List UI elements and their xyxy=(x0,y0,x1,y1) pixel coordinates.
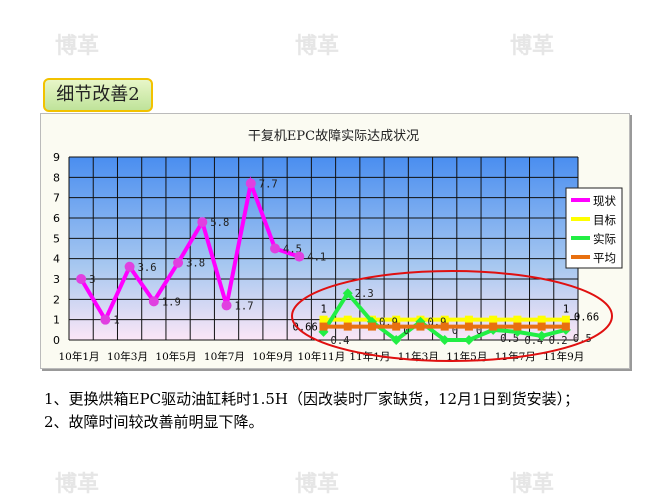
data-point xyxy=(464,315,473,324)
y-tick-label: 5 xyxy=(53,232,60,245)
y-tick-label: 7 xyxy=(53,192,60,205)
watermark-logo: 博革 xyxy=(510,34,555,59)
x-tick-label: 10年5月 xyxy=(155,350,196,363)
highlight-ellipse xyxy=(291,270,613,362)
legend-label: 平均 xyxy=(593,251,616,265)
data-label: 1 xyxy=(563,304,569,316)
data-point xyxy=(463,335,474,345)
data-point xyxy=(440,315,449,324)
x-tick-label: 10年11月 xyxy=(298,350,346,363)
note-line-1: 1、更换烘箱EPC驱动油缸耗时1.5H（因改装时厂家缺货，12月1日到货安装）； xyxy=(44,390,580,408)
chart-title: 干复机EPC故障实际达成状况 xyxy=(248,129,419,144)
y-tick-label: 1 xyxy=(53,314,60,327)
data-point xyxy=(536,330,547,341)
data-point xyxy=(124,261,135,272)
y-tick-label: 8 xyxy=(53,171,60,184)
data-label: 0.66 xyxy=(293,322,318,334)
data-point xyxy=(197,217,208,228)
data-point xyxy=(319,315,328,324)
data-label: 0.2 xyxy=(549,335,568,347)
data-label: 0.5 xyxy=(500,333,519,345)
watermark-logo: 博革 xyxy=(295,34,340,59)
data-label: 0 xyxy=(403,325,409,337)
data-point xyxy=(416,322,425,331)
data-point xyxy=(561,322,570,331)
data-point xyxy=(391,335,402,345)
y-tick-label: 2 xyxy=(53,293,60,306)
x-tick-label: 10年3月 xyxy=(107,350,148,363)
data-point xyxy=(100,314,111,325)
data-label: 1.9 xyxy=(162,296,181,308)
data-point xyxy=(464,322,473,331)
data-label: 7.7 xyxy=(259,178,278,190)
y-tick-label: 9 xyxy=(53,151,60,164)
y-tick-label: 0 xyxy=(53,334,60,347)
data-label: 5.8 xyxy=(210,217,229,229)
y-tick-label: 3 xyxy=(53,273,60,286)
data-point xyxy=(245,178,256,189)
x-tick-label: 10年7月 xyxy=(204,350,245,363)
watermark-logo: 博革 xyxy=(55,34,100,59)
x-tick-label: 10年9月 xyxy=(252,350,293,363)
y-tick-label: 4 xyxy=(53,253,60,266)
data-point xyxy=(367,322,376,331)
data-point xyxy=(76,274,87,284)
data-point xyxy=(392,315,401,324)
data-label: 0 xyxy=(476,325,482,337)
data-label: 0.5 xyxy=(573,333,592,345)
data-point xyxy=(270,243,281,254)
data-label: 0.66 xyxy=(574,312,599,324)
data-point xyxy=(537,322,546,331)
data-label: 2.3 xyxy=(355,288,374,300)
description: 1、更换烘箱EPC驱动油缸耗时1.5H（因改装时厂家缺货，12月1日到货安装）；… xyxy=(44,388,634,434)
data-point xyxy=(537,315,546,324)
data-label: 1 xyxy=(113,315,119,327)
data-point xyxy=(489,315,498,324)
watermark-logo: 博革 xyxy=(55,472,100,497)
data-point xyxy=(513,315,522,324)
series-line-现状 xyxy=(79,176,300,324)
data-point xyxy=(343,315,352,324)
data-label: 3 xyxy=(89,274,95,286)
data-label: 1.7 xyxy=(235,300,254,312)
data-point xyxy=(561,315,570,324)
x-tick-label: 10年1月 xyxy=(58,350,99,363)
data-point xyxy=(294,251,305,262)
data-point xyxy=(221,300,232,311)
x-tick-label: 11年9月 xyxy=(543,350,584,363)
watermark-logo: 博革 xyxy=(510,472,555,497)
data-point xyxy=(342,288,353,299)
watermark-logo: 博革 xyxy=(295,472,340,497)
note-line-2: 2、故障时间较改善前明显下降。 xyxy=(44,413,264,431)
plot-area xyxy=(69,157,578,340)
y-tick-label: 6 xyxy=(53,212,60,225)
data-point xyxy=(148,296,159,307)
data-point xyxy=(392,322,401,331)
data-point xyxy=(513,322,522,331)
legend-label: 现状 xyxy=(593,194,616,208)
data-label: 4.1 xyxy=(307,252,326,264)
data-label: 3.6 xyxy=(138,262,157,274)
data-label: 0.4 xyxy=(331,335,350,347)
data-label: 0 xyxy=(452,325,458,337)
data-label: 1 xyxy=(321,304,327,316)
data-label: 3.8 xyxy=(186,258,205,270)
legend-label: 目标 xyxy=(593,213,616,227)
data-point xyxy=(343,322,352,331)
legend-label: 实际 xyxy=(593,232,616,246)
data-point xyxy=(173,257,184,268)
data-point xyxy=(319,322,328,331)
data-point xyxy=(440,322,449,331)
data-point xyxy=(439,335,450,345)
section-tag: 细节改善2 xyxy=(43,78,153,112)
data-point xyxy=(489,322,498,331)
